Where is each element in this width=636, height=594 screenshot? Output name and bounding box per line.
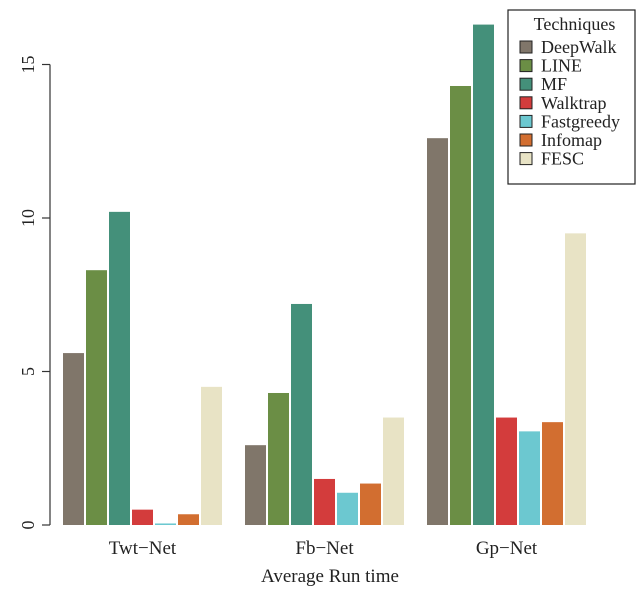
legend-label-infomap: Infomap — [541, 130, 602, 150]
bar-walktrap-1 — [132, 509, 153, 525]
x-axis-label: Average Run time — [261, 566, 399, 587]
y-tick-label: 5 — [18, 367, 38, 376]
legend-label-walktrap: Walktrap — [541, 93, 607, 113]
legend-swatch-mf — [519, 77, 533, 91]
legend-label-mf: MF — [541, 74, 567, 94]
legend-label-deepwalk: DeepWalk — [541, 37, 617, 57]
bar-fastgreedy-1 — [155, 523, 176, 525]
legend-label-line: LINE — [541, 56, 582, 76]
bar-walktrap-3 — [496, 417, 517, 525]
x-category-label: Fb−Net — [295, 538, 354, 559]
bar-fesc-1 — [201, 386, 222, 525]
bar-line-3 — [450, 85, 471, 526]
bar-line-2 — [268, 392, 289, 525]
bar-fesc-2 — [383, 417, 404, 525]
legend-swatch-deepwalk — [519, 40, 533, 54]
y-axis: 0 5 10 15 — [18, 56, 51, 530]
bar-fastgreedy-2 — [337, 492, 358, 525]
bar-deepwalk-2 — [245, 445, 266, 525]
legend-label-fesc: FESC — [541, 149, 584, 169]
bar-infomap-3 — [542, 422, 563, 525]
x-category-label: Twt−Net — [109, 538, 177, 559]
legend: Techniques DeepWalkLINEMFWalktrapFastgree… — [507, 9, 636, 185]
y-tick-label: 0 — [18, 521, 38, 530]
bar-line-1 — [86, 270, 107, 525]
legend-title: Techniques — [534, 14, 616, 34]
bar-fesc-3 — [565, 233, 586, 525]
legend-swatch-line — [519, 59, 533, 73]
legend-swatch-infomap — [519, 133, 533, 147]
bars — [63, 24, 586, 526]
x-axis-categories: Twt−Net Fb−Net Gp−Net — [109, 538, 538, 559]
bar-infomap-2 — [360, 483, 381, 525]
bar-mf-2 — [291, 303, 312, 525]
x-category-label: Gp−Net — [476, 538, 538, 559]
bar-fastgreedy-3 — [519, 431, 540, 525]
bar-mf-1 — [109, 211, 130, 526]
bar-deepwalk-3 — [427, 138, 448, 525]
bar-deepwalk-1 — [63, 353, 84, 525]
y-tick-label: 15 — [18, 56, 38, 74]
legend-swatch-fastgreedy — [519, 114, 533, 128]
bar-walktrap-2 — [314, 478, 335, 525]
legend-label-fastgreedy: Fastgreedy — [541, 111, 620, 131]
bar-infomap-1 — [178, 514, 199, 525]
legend-swatch-fesc — [519, 152, 533, 166]
legend-swatch-walktrap — [519, 96, 533, 110]
y-tick-label: 10 — [18, 209, 38, 227]
bar-mf-3 — [473, 24, 494, 526]
